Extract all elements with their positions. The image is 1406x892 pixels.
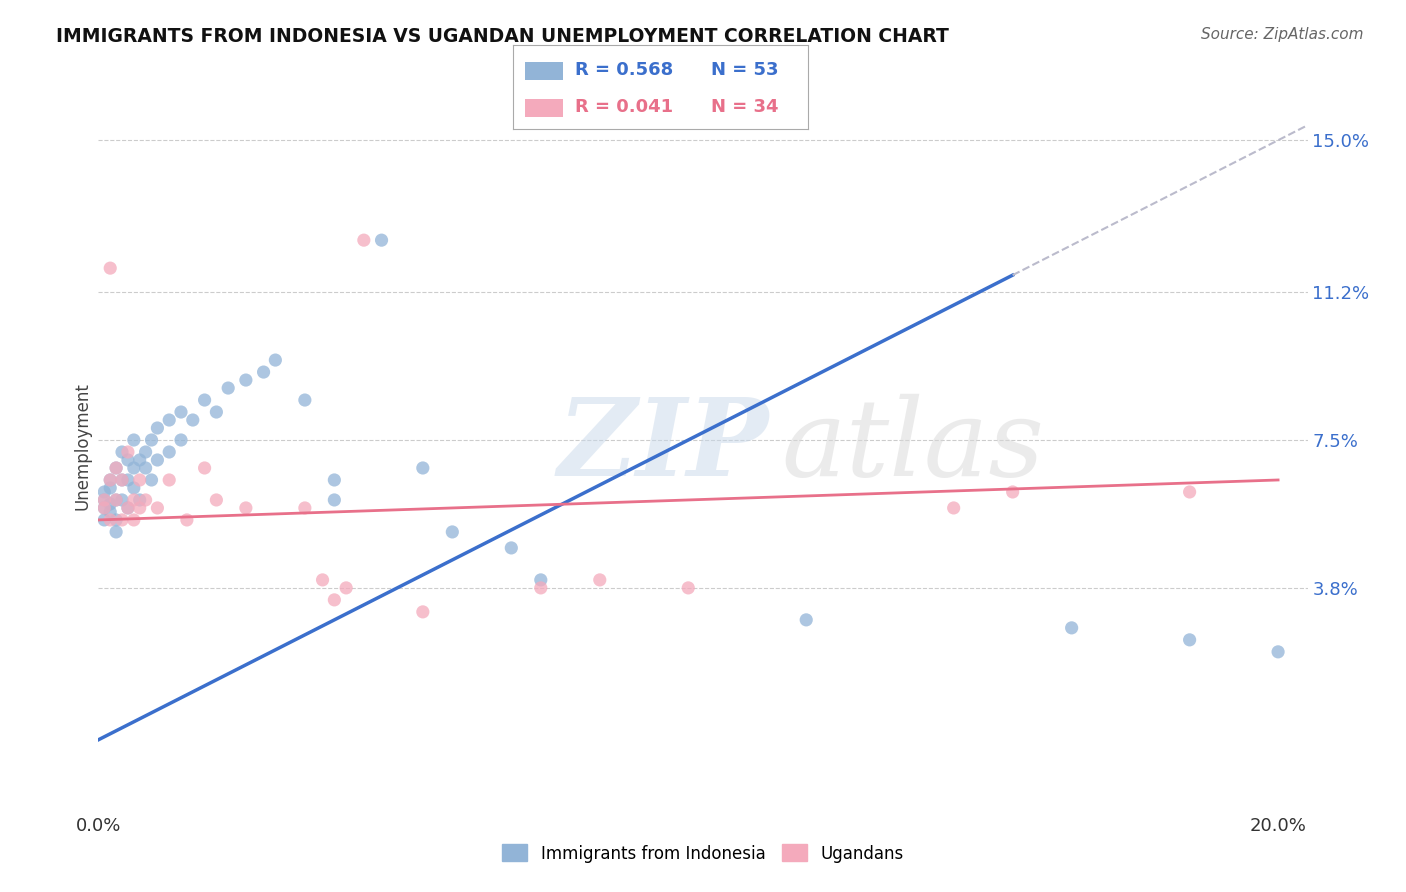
Point — [217, 381, 239, 395]
Point — [353, 233, 375, 247]
Point — [412, 605, 434, 619]
Point — [98, 513, 121, 527]
Point — [235, 500, 257, 515]
Point — [111, 445, 134, 459]
Point — [146, 453, 169, 467]
Point — [135, 445, 157, 459]
Point — [117, 500, 139, 515]
Point — [264, 353, 287, 368]
Point — [122, 492, 145, 507]
Text: N = 34: N = 34 — [711, 98, 779, 116]
Point — [589, 573, 612, 587]
Point — [117, 453, 139, 467]
Point — [157, 413, 180, 427]
Point — [146, 421, 169, 435]
Point — [98, 261, 121, 276]
Text: N = 53: N = 53 — [711, 61, 779, 79]
Point — [98, 473, 121, 487]
Point — [157, 473, 180, 487]
Point — [93, 492, 115, 507]
Point — [170, 405, 193, 419]
Point — [117, 445, 139, 459]
Point — [128, 453, 150, 467]
Point — [122, 513, 145, 527]
Text: atlas: atlas — [782, 393, 1045, 499]
Point — [111, 492, 134, 507]
Y-axis label: Unemployment: Unemployment — [73, 382, 91, 510]
Point — [311, 573, 333, 587]
Point — [194, 461, 217, 475]
Point — [942, 500, 965, 515]
Point — [128, 492, 150, 507]
Point — [294, 500, 316, 515]
Point — [122, 433, 145, 447]
Point — [678, 581, 700, 595]
Bar — [524, 99, 564, 118]
Point — [194, 392, 217, 407]
Point — [323, 492, 346, 507]
Point — [530, 581, 553, 595]
Point — [501, 541, 523, 555]
Point — [128, 473, 150, 487]
Point — [98, 481, 121, 495]
Point — [105, 492, 128, 507]
Point — [323, 593, 346, 607]
Point — [1060, 621, 1083, 635]
Point — [235, 373, 257, 387]
Point — [93, 513, 115, 527]
Point — [117, 500, 139, 515]
Point — [176, 513, 198, 527]
Point — [141, 433, 163, 447]
Point — [98, 505, 121, 519]
Point — [105, 524, 128, 539]
Point — [181, 413, 204, 427]
Point — [294, 392, 316, 407]
Text: ZIP: ZIP — [558, 393, 769, 499]
Bar — [524, 62, 564, 80]
Point — [146, 500, 169, 515]
Point — [170, 433, 193, 447]
Text: IMMIGRANTS FROM INDONESIA VS UGANDAN UNEMPLOYMENT CORRELATION CHART: IMMIGRANTS FROM INDONESIA VS UGANDAN UNE… — [56, 27, 949, 45]
Point — [122, 461, 145, 475]
Point — [117, 473, 139, 487]
Point — [128, 500, 150, 515]
Point — [111, 513, 134, 527]
Point — [105, 461, 128, 475]
Point — [205, 492, 228, 507]
Point — [98, 473, 121, 487]
Point — [111, 473, 134, 487]
Point — [93, 492, 115, 507]
Point — [98, 497, 121, 511]
Point — [111, 473, 134, 487]
Point — [93, 485, 115, 500]
Legend: Immigrants from Indonesia, Ugandans: Immigrants from Indonesia, Ugandans — [496, 838, 910, 869]
Point — [323, 473, 346, 487]
Point — [122, 481, 145, 495]
Point — [105, 492, 128, 507]
Point — [93, 500, 115, 515]
Point — [1178, 485, 1201, 500]
Point — [105, 513, 128, 527]
Point — [794, 613, 817, 627]
Point — [441, 524, 464, 539]
Point — [1178, 632, 1201, 647]
Point — [335, 581, 357, 595]
Point — [135, 492, 157, 507]
Text: R = 0.568: R = 0.568 — [575, 61, 673, 79]
Point — [105, 461, 128, 475]
Point — [135, 461, 157, 475]
Point — [141, 473, 163, 487]
Point — [1267, 645, 1289, 659]
Point — [370, 233, 392, 247]
Point — [157, 445, 180, 459]
Text: R = 0.041: R = 0.041 — [575, 98, 673, 116]
Text: Source: ZipAtlas.com: Source: ZipAtlas.com — [1201, 27, 1364, 42]
Point — [530, 573, 553, 587]
Point — [1001, 485, 1024, 500]
Point — [252, 365, 274, 379]
Point — [205, 405, 228, 419]
Point — [93, 500, 115, 515]
Point — [412, 461, 434, 475]
